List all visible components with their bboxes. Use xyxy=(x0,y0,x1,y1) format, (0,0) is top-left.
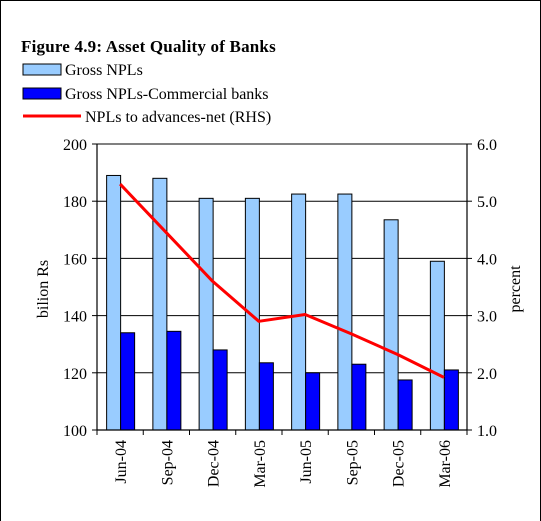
legend: Gross NPLs Gross NPLs-Commercial banks N… xyxy=(22,62,271,126)
y-tick-label-left: 100 xyxy=(63,423,87,440)
bar-gross-npls xyxy=(152,177,168,431)
x-tick-label: Jun-04 xyxy=(113,440,130,484)
bar-commercial-banks xyxy=(443,369,459,431)
bar-gross-npls xyxy=(429,260,445,431)
y-tick-label-right: 2.0 xyxy=(477,366,497,383)
legend-label-npl-ratio: NPLs to advances-net (RHS) xyxy=(85,109,271,126)
y-tick-label-right: 6.0 xyxy=(477,137,497,154)
x-tick-label: Sep-05 xyxy=(344,440,361,485)
y-tick-label-left: 180 xyxy=(63,194,87,211)
x-tick-label: Dec-05 xyxy=(391,440,408,487)
x-tick-label: Mar-05 xyxy=(252,440,269,488)
legend-swatch-gross-npls xyxy=(22,63,62,76)
bar-commercial-banks xyxy=(258,362,274,431)
x-tick-label: Dec-04 xyxy=(206,440,223,487)
y-axis-title-left: bilion Rs xyxy=(35,260,52,318)
bar-gross-npls xyxy=(198,197,214,431)
bar-gross-npls xyxy=(383,219,399,431)
bars xyxy=(106,174,459,431)
axes xyxy=(92,143,472,435)
ratio-line-layer xyxy=(119,183,445,379)
legend-label-commercial-banks: Gross NPLs-Commercial banks xyxy=(65,86,269,103)
y-axis-title-right: percent xyxy=(507,265,524,313)
y-tick-label-right: 4.0 xyxy=(477,251,497,268)
y-tick-label-right: 3.0 xyxy=(477,309,497,326)
y-tick-label-left: 140 xyxy=(63,309,87,326)
bar-commercial-banks xyxy=(212,349,228,431)
y-tick-label-left: 120 xyxy=(63,366,87,383)
bar-gross-npls xyxy=(337,193,353,431)
bar-commercial-banks xyxy=(397,379,413,431)
bar-gross-npls xyxy=(106,174,122,431)
bar-commercial-banks xyxy=(305,372,321,431)
bar-gross-npls xyxy=(291,193,307,431)
y-tick-label-right: 1.0 xyxy=(477,423,497,440)
legend-swatch-commercial-banks xyxy=(22,87,62,100)
bar-commercial-banks xyxy=(166,330,182,431)
x-tick-label: Sep-04 xyxy=(159,440,176,485)
bar-commercial-banks xyxy=(120,332,136,431)
y-tick-label-left: 160 xyxy=(63,251,87,268)
legend-label-gross-npls: Gross NPLs xyxy=(65,62,143,79)
line-npl-ratio xyxy=(119,183,445,379)
x-tick-label: Mar-06 xyxy=(437,440,454,488)
y-tick-label-left: 200 xyxy=(63,137,87,154)
tick-labels: 100 120 140 160 180 200 1.0 2.0 3.0 4.0 5.0 6.0 Jun-… xyxy=(63,137,497,488)
bar-commercial-banks xyxy=(351,363,367,431)
y-tick-label-right: 5.0 xyxy=(477,194,497,211)
x-tick-label: Jun-05 xyxy=(298,440,315,484)
chart-title: Figure 4.9: Asset Quality of Banks xyxy=(21,37,276,56)
